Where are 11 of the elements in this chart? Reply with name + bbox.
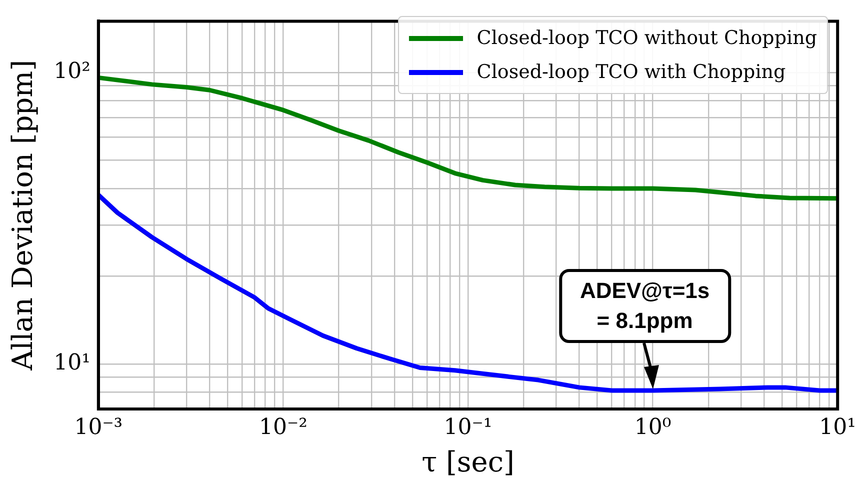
x-tick-label: 10¹ — [819, 414, 856, 440]
y-tick-label: 10² — [54, 59, 90, 84]
legend-label: Closed-loop TCO without Chopping — [476, 27, 817, 49]
x-tick-label: 10⁰ — [634, 414, 672, 440]
annotation: ADEV@τ=1s = 8.1ppm — [558, 268, 731, 343]
legend-label: Closed-loop TCO with Chopping — [476, 61, 786, 83]
x-tick-label: 10⁻³ — [74, 414, 123, 440]
x-tick-label: 10⁻² — [258, 414, 308, 440]
y-axis-title: Allan Deviation [ppm] — [6, 60, 40, 372]
x-axis-title: τ [sec] — [422, 445, 514, 478]
x-tick-label: 10⁻¹ — [444, 414, 492, 440]
